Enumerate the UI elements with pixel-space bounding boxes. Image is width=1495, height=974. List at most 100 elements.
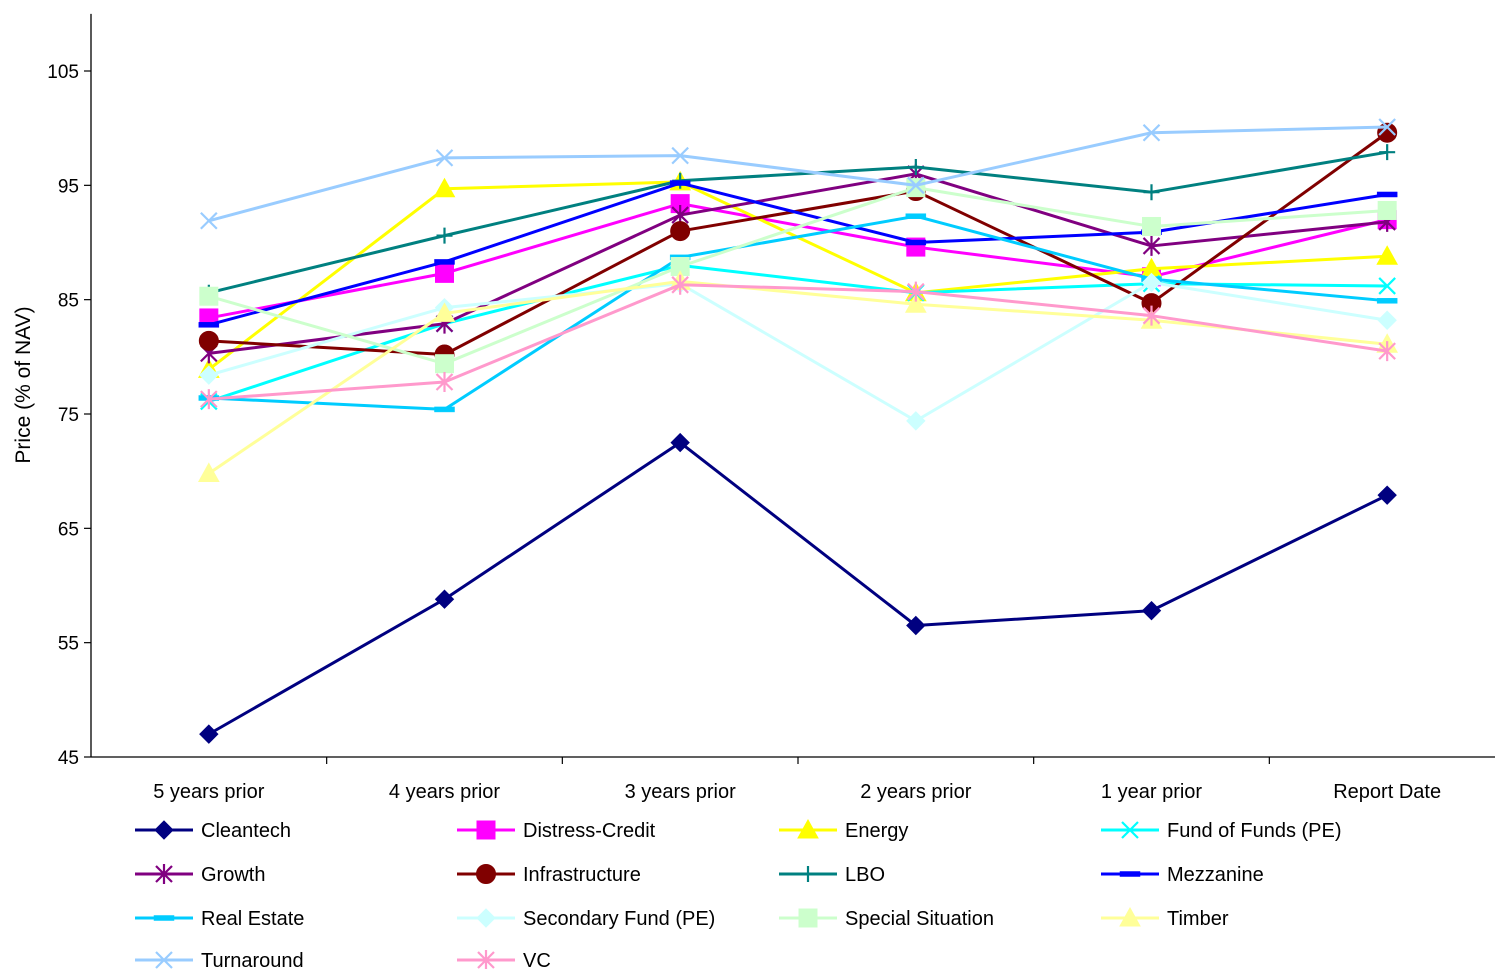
data-point-timber: [433, 302, 456, 322]
data-point-vc: [200, 389, 218, 410]
series-growth: [200, 163, 1396, 364]
data-point-vc: [671, 274, 689, 295]
series-timber: [197, 270, 1399, 482]
data-point-mezzanine: [905, 239, 927, 246]
data-point-mezzanine: [669, 180, 691, 186]
legend-label-energy: Energy: [845, 820, 908, 842]
legend-item-lbo: LBO: [779, 864, 885, 886]
series-line-lbo: [208, 150, 1388, 295]
legend-marker-timber: [1119, 906, 1141, 927]
data-point-infrastructure: [198, 330, 219, 351]
x-tick-label: 2 years prior: [860, 781, 971, 803]
legend-label-turnaround: Turnaround: [201, 950, 304, 969]
data-point-turnaround: [1142, 123, 1161, 142]
data-point-infrastructure: [670, 221, 691, 242]
x-tick-label: 3 years prior: [625, 781, 736, 803]
series-line-turnaround: [208, 125, 1388, 223]
series-line-timber: [207, 279, 1388, 475]
legend-label-cleantech: Cleantech: [201, 820, 291, 842]
data-point-cleantech: [434, 589, 455, 609]
legend-marker-vc: [477, 950, 495, 970]
data-point-special-situation: [1377, 200, 1397, 220]
data-point-secondary-fund-pe: [1377, 310, 1397, 330]
x-tick-label: 1 year prior: [1101, 781, 1202, 803]
data-point-turnaround: [200, 211, 218, 230]
data-point-mezzanine: [198, 322, 220, 328]
data-point-timber: [197, 462, 220, 482]
data-point-fund-of-funds-pe: [1378, 277, 1396, 295]
data-point-energy: [1376, 245, 1399, 265]
legend-label-distress-credit: Distress-Credit: [523, 820, 656, 842]
legend-label-mezzanine: Mezzanine: [1167, 864, 1264, 886]
data-point-vc: [1142, 305, 1161, 326]
legend-marker-fund-of-funds-pe: [1121, 821, 1139, 839]
legend-item-cleantech: Cleantech: [135, 820, 291, 842]
y-axis-title: Price (% of NAV): [12, 306, 35, 463]
data-point-lbo: [1143, 184, 1160, 201]
legend-marker-infrastructure: [476, 864, 496, 884]
data-point-special-situation: [199, 286, 219, 306]
x-tick-label: 5 years prior: [153, 781, 264, 803]
data-point-cleantech: [670, 432, 690, 453]
legend-marker-turnaround: [155, 951, 173, 969]
legend-marker-mezzanine: [1119, 871, 1141, 877]
data-point-special-situation: [906, 178, 926, 198]
series-line-real-estate: [208, 214, 1388, 411]
y-tick-label: 95: [58, 176, 79, 197]
data-point-lbo: [1379, 144, 1396, 161]
y-tick-label: 75: [58, 405, 79, 426]
data-point-cleantech: [1141, 600, 1162, 621]
legend-item-infrastructure: Infrastructure: [457, 864, 641, 886]
series-distress-credit: [199, 194, 1397, 328]
y-tick-label: 55: [58, 634, 79, 655]
data-point-lbo: [907, 159, 924, 176]
legend-marker-special-situation: [798, 908, 818, 928]
series-line-vc: [208, 283, 1388, 401]
data-point-real-estate: [1376, 298, 1398, 304]
data-point-growth: [1142, 235, 1161, 256]
legend-item-special-situation: Special Situation: [779, 908, 994, 930]
data-point-real-estate: [905, 213, 927, 219]
legend-item-energy: Energy: [779, 818, 908, 842]
data-point-cleantech: [906, 615, 926, 636]
series-line-growth: [208, 172, 1388, 355]
data-point-secondary-fund-pe: [1141, 272, 1162, 293]
data-point-vc: [435, 371, 454, 392]
data-point-secondary-fund-pe: [906, 411, 926, 431]
y-tick-label: 105: [47, 62, 79, 83]
x-tick-label: Report Date: [1333, 781, 1441, 803]
y-tick-label: 45: [58, 748, 79, 769]
legend-label-special-situation: Special Situation: [845, 908, 994, 930]
legend-item-fund-of-funds-pe: Fund of Funds (PE): [1101, 820, 1342, 842]
legend-label-fund-of-funds-pe: Fund of Funds (PE): [1167, 820, 1342, 842]
legend-item-vc: VC: [457, 950, 551, 972]
series-line-mezzanine: [208, 181, 1388, 327]
series-turnaround: [200, 118, 1396, 230]
series-line-special-situation: [208, 186, 1388, 366]
data-point-distress-credit: [435, 263, 454, 283]
data-point-turnaround: [1378, 118, 1396, 136]
data-point-vc: [907, 281, 925, 302]
legend-item-turnaround: Turnaround: [135, 950, 304, 972]
data-point-cleantech: [1377, 485, 1397, 505]
legend-marker-distress-credit: [476, 820, 496, 840]
y-tick-label: 85: [58, 291, 79, 312]
legend-marker-secondary-fund-pe: [476, 908, 496, 928]
series-line-infrastructure: [208, 131, 1389, 357]
data-point-mezzanine: [434, 259, 455, 265]
legend-label-secondary-fund-pe: Secondary Fund (PE): [523, 908, 715, 930]
legend-marker-lbo: [800, 866, 816, 882]
data-point-secondary-fund-pe: [199, 365, 219, 385]
y-tick-label: 65: [58, 519, 79, 540]
data-point-turnaround: [671, 146, 689, 165]
legend-label-lbo: LBO: [845, 864, 885, 886]
series-mezzanine: [198, 180, 1398, 328]
legend-item-real-estate: Real Estate: [135, 908, 304, 930]
legend-item-secondary-fund-pe: Secondary Fund (PE): [457, 908, 715, 930]
legend-item-timber: Timber: [1101, 906, 1229, 930]
legend-label-infrastructure: Infrastructure: [523, 864, 641, 886]
series-special-situation: [199, 178, 1397, 374]
data-point-special-situation: [1142, 216, 1161, 236]
x-tick-label: 4 years prior: [389, 781, 500, 803]
